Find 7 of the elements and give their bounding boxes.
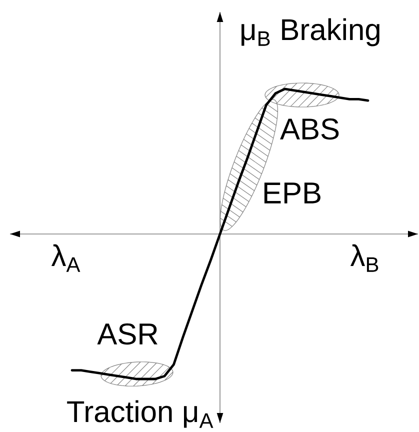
- y-axis-title: μ$_{B}$ Braking: [242, 18, 380, 46]
- annotation: λ$_{A}$: [51, 244, 80, 272]
- text: Traction μ$_{A}$: [67, 400, 214, 428]
- x-axis-title: λ$_{B}$: [350, 244, 378, 272]
- annotation: EPB: [264, 182, 320, 204]
- annotation: ABS: [280, 118, 339, 140]
- annotation: ASR: [97, 323, 158, 345]
